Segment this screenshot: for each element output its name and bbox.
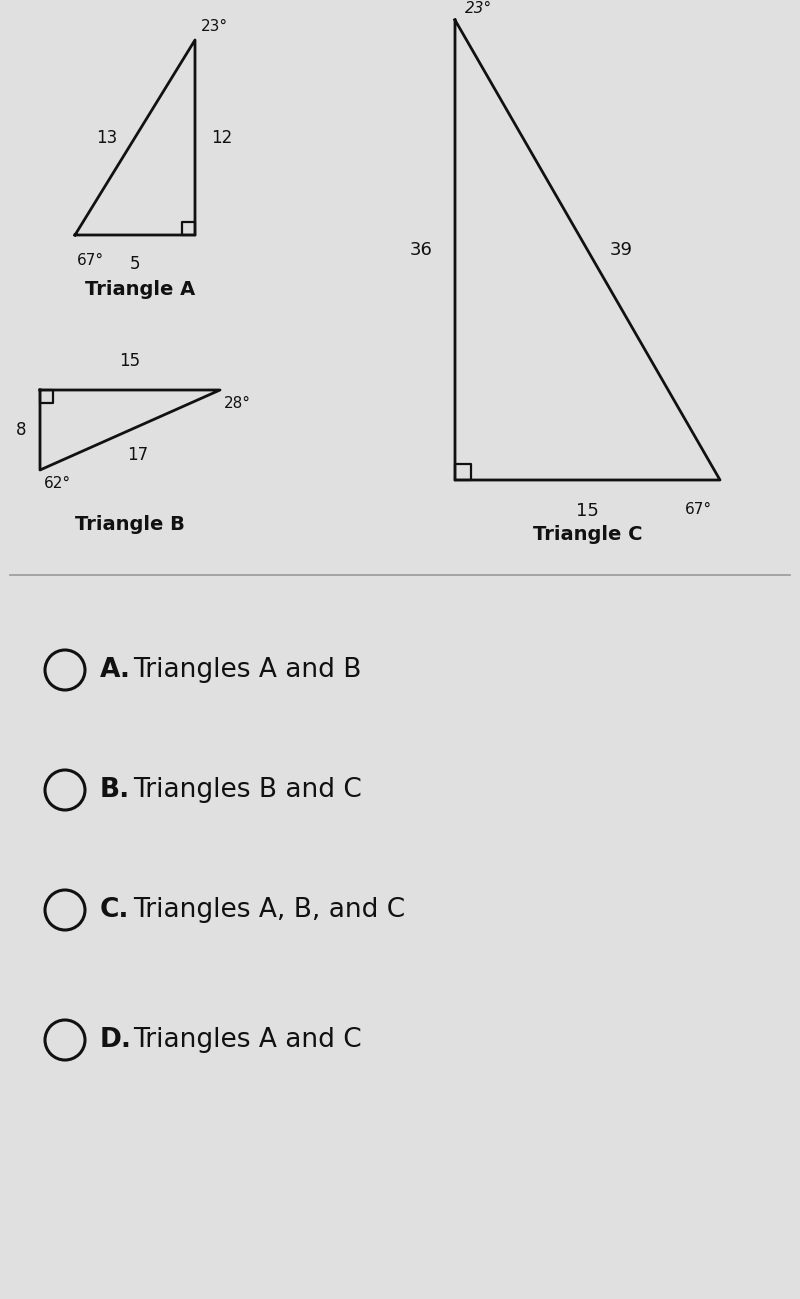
Text: 36: 36 xyxy=(410,242,433,259)
Text: 28°: 28° xyxy=(224,396,251,410)
Text: 23°: 23° xyxy=(201,19,228,34)
Text: 5: 5 xyxy=(130,255,140,273)
Text: 12: 12 xyxy=(211,129,232,147)
Text: 67°: 67° xyxy=(77,253,104,268)
Text: Triangles A, B, and C: Triangles A, B, and C xyxy=(133,898,405,924)
Text: 15: 15 xyxy=(576,501,599,520)
Text: Triangle A: Triangle A xyxy=(85,281,195,299)
Text: A.: A. xyxy=(100,657,131,683)
Text: Triangle C: Triangle C xyxy=(533,525,642,544)
Text: 13: 13 xyxy=(96,129,117,147)
Text: Triangles A and B: Triangles A and B xyxy=(133,657,362,683)
Text: Triangles A and C: Triangles A and C xyxy=(133,1028,362,1053)
Text: 39: 39 xyxy=(610,242,633,259)
Text: 17: 17 xyxy=(127,446,149,464)
Text: Triangles B and C: Triangles B and C xyxy=(133,777,362,803)
Text: 23°: 23° xyxy=(465,1,492,16)
Text: Triangle B: Triangle B xyxy=(75,514,185,534)
Text: C.: C. xyxy=(100,898,130,924)
Text: 67°: 67° xyxy=(685,501,712,517)
Text: 15: 15 xyxy=(119,352,141,370)
Text: 8: 8 xyxy=(15,421,26,439)
Text: D.: D. xyxy=(100,1028,132,1053)
Text: 62°: 62° xyxy=(44,475,71,491)
Text: B.: B. xyxy=(100,777,130,803)
